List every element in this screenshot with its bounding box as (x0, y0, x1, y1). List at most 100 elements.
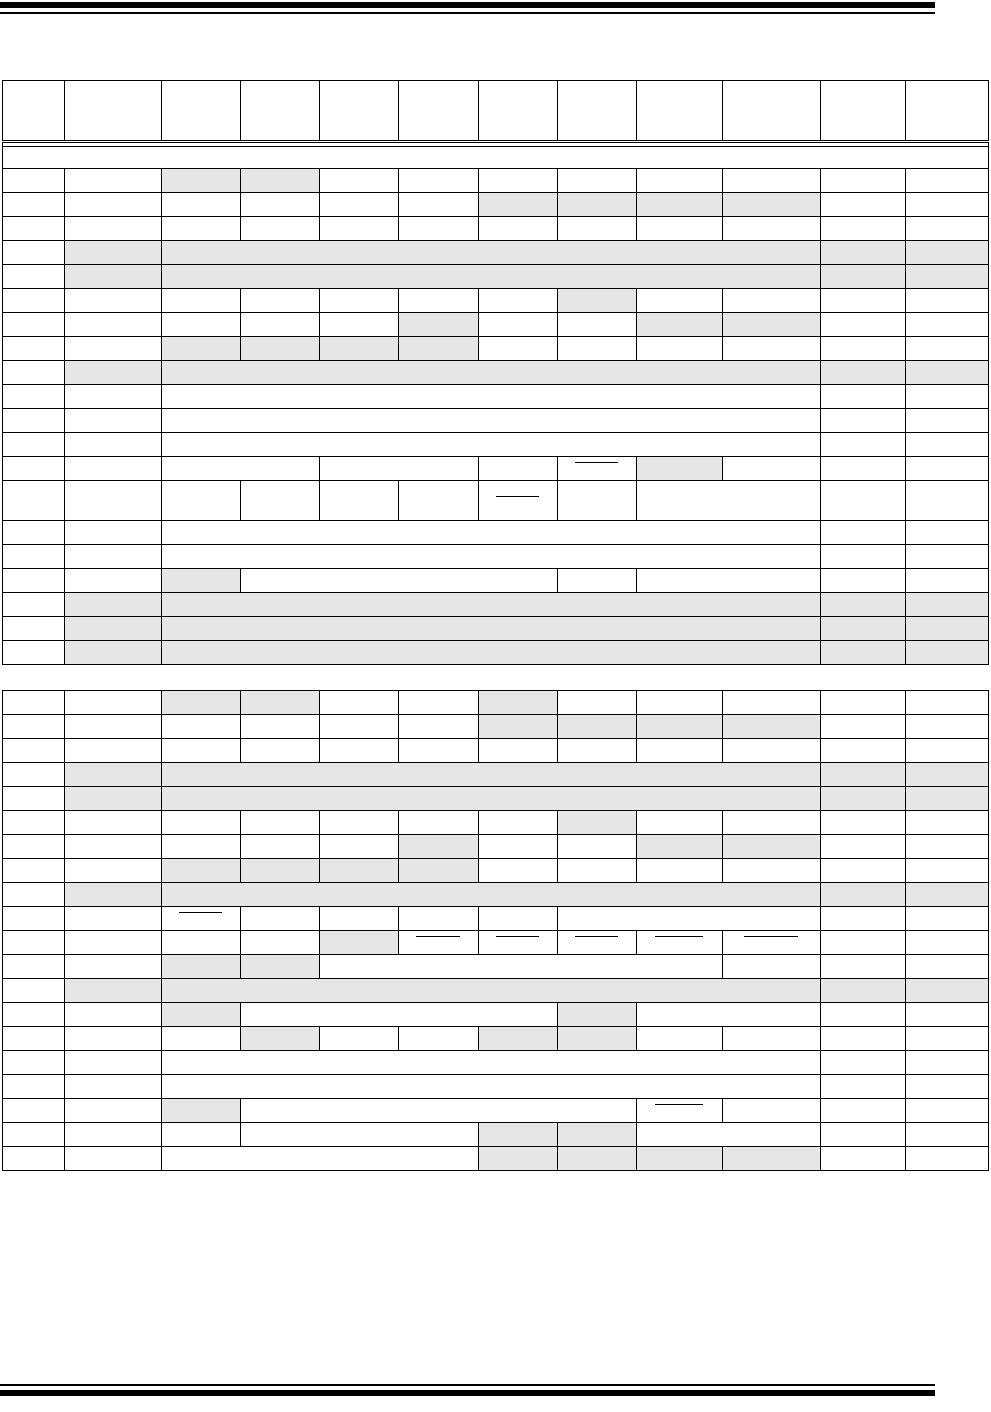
table-cell (636, 568, 821, 593)
table-cell (2, 146, 989, 169)
table-cell (319, 480, 399, 521)
table-cell (161, 978, 821, 1003)
table-cell (2, 456, 65, 481)
table-cell (161, 1146, 479, 1171)
table-cell (722, 858, 821, 883)
table-cell (2, 1026, 65, 1051)
table-cell (2, 810, 65, 835)
table-cell (478, 456, 558, 481)
table-cell (905, 192, 989, 217)
table-cell (905, 858, 989, 883)
table-cell (161, 906, 241, 931)
table-cell (64, 930, 162, 955)
table-cell (722, 312, 821, 337)
table-cell (161, 312, 241, 337)
table-cell (161, 1002, 241, 1027)
table-cell (557, 192, 637, 217)
table-cell (905, 1122, 989, 1147)
table-cell (64, 592, 162, 617)
table-cell (319, 192, 399, 217)
table-cell (905, 882, 989, 907)
table-cell (319, 336, 399, 361)
table-cell (64, 810, 162, 835)
table-cell (905, 834, 989, 859)
table-cell (64, 168, 162, 193)
table-cell (161, 192, 241, 217)
table-cell (240, 810, 320, 835)
table-cell (905, 738, 989, 763)
table-cell (557, 858, 637, 883)
table-cell (478, 336, 558, 361)
table-cell (2, 432, 65, 457)
table-cell (905, 288, 989, 313)
table-cell (2, 1074, 65, 1099)
table-cell (905, 906, 989, 931)
table-cell (557, 810, 637, 835)
table-cell (557, 480, 637, 521)
table-cell (636, 192, 723, 217)
table-cell (820, 168, 906, 193)
table-cell (319, 690, 399, 715)
overbar-mark (655, 936, 703, 937)
table-cell (240, 714, 320, 739)
table-cell (64, 786, 162, 811)
table-cell (820, 384, 906, 409)
table-cell (905, 408, 989, 433)
table-cell (2, 568, 65, 593)
table-cell (240, 216, 320, 241)
table-cell (557, 336, 637, 361)
table-cell (161, 384, 821, 409)
table-cell (820, 1026, 906, 1051)
table-cell (240, 1098, 637, 1123)
table-cell (2, 1050, 65, 1075)
table-cell (161, 1050, 821, 1075)
table-cell (240, 930, 320, 955)
overbar-mark (574, 462, 619, 463)
table-cell (2, 762, 65, 787)
table-cell (2, 1002, 65, 1027)
table-cell (722, 1146, 821, 1171)
table-cell (905, 216, 989, 241)
table-cell (240, 690, 320, 715)
table-cell (636, 1026, 723, 1051)
table-cell (398, 80, 479, 141)
table-cell (905, 544, 989, 569)
table-cell (905, 336, 989, 361)
table-cell (820, 786, 906, 811)
table-cell (820, 592, 906, 617)
table-cell (398, 834, 479, 859)
table-cell (161, 592, 821, 617)
table-cell (557, 906, 821, 931)
table-cell (722, 834, 821, 859)
table-cell (64, 80, 162, 141)
table-cell (161, 714, 241, 739)
table-cell (64, 1002, 162, 1027)
table-cell (478, 80, 558, 141)
table-cell (319, 216, 399, 241)
table-cell (820, 336, 906, 361)
table-cell (64, 690, 162, 715)
table-cell (2, 690, 65, 715)
table-cell (820, 640, 906, 665)
table-cell (161, 568, 241, 593)
table-cell (398, 312, 479, 337)
table-cell (161, 1074, 821, 1099)
table-cell (2, 408, 65, 433)
table-cell (905, 1146, 989, 1171)
table-cell (64, 288, 162, 313)
table-cell (557, 690, 637, 715)
table-cell (478, 714, 558, 739)
table-cell (240, 312, 320, 337)
table-cell (319, 288, 399, 313)
table-cell (240, 288, 320, 313)
table-cell (64, 1122, 162, 1147)
table-cell (636, 1146, 723, 1171)
table-cell (820, 690, 906, 715)
table-cell (161, 1122, 241, 1147)
table-cell (820, 858, 906, 883)
table-cell (557, 80, 637, 141)
table-cell (64, 336, 162, 361)
table-cell (905, 1002, 989, 1027)
table-cell (398, 738, 479, 763)
table-cell (161, 834, 241, 859)
